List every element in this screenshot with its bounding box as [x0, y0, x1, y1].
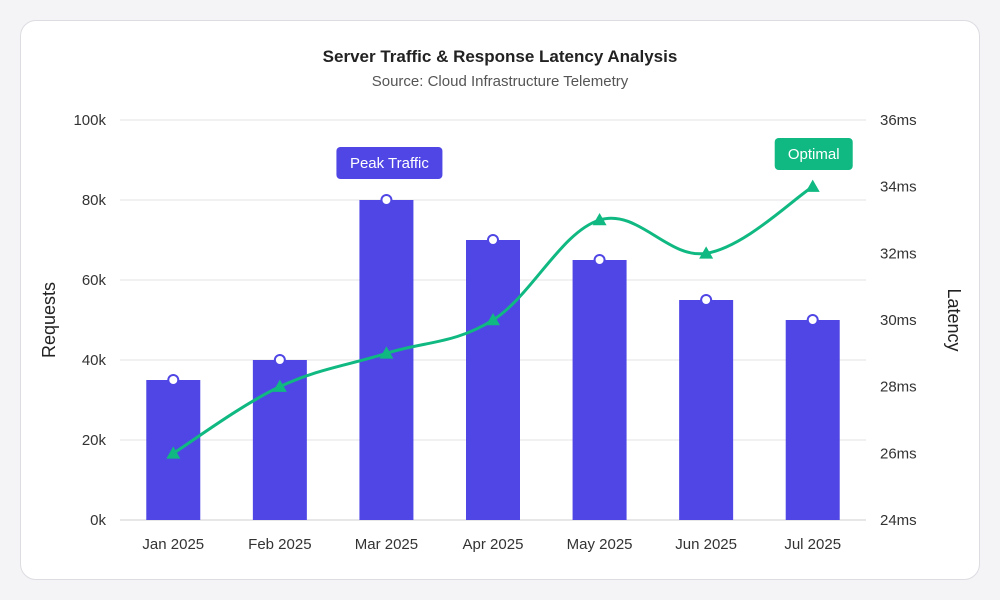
latency-point	[592, 213, 607, 226]
annotation-box	[774, 138, 853, 170]
bar-top-marker	[167, 374, 180, 386]
y-right-tick-label: 26ms	[880, 445, 917, 462]
bar	[572, 260, 627, 520]
y-left-axis-title: Requests	[39, 282, 59, 358]
y-left-tick-label: 0k	[90, 512, 106, 529]
y-right-tick-label: 24ms	[880, 512, 917, 529]
x-tick-label: Jun 2025	[675, 536, 737, 553]
bar	[785, 320, 840, 520]
latency-point	[272, 379, 287, 392]
latency-point	[699, 246, 714, 259]
bar-top-marker	[273, 354, 286, 366]
y-right-tick-label: 28ms	[880, 379, 917, 396]
x-tick-label: Mar 2025	[355, 536, 418, 553]
y-left-tick-label: 20k	[82, 432, 107, 449]
annotation-label: Peak Traffic	[350, 155, 429, 172]
x-tick-label: Jul 2025	[784, 536, 841, 553]
latency-point	[166, 446, 181, 459]
y-left-tick-label: 100k	[73, 112, 106, 129]
annotation-label: Optimal	[788, 146, 840, 163]
annotation-box	[336, 147, 443, 179]
latency-point	[486, 313, 500, 326]
y-right-tick-label: 36ms	[880, 112, 917, 129]
bar-top-marker	[700, 294, 713, 306]
bar-top-marker	[487, 234, 499, 246]
y-right-tick-label: 34ms	[880, 179, 917, 196]
x-tick-label: Feb 2025	[248, 536, 311, 553]
x-tick-label: Apr 2025	[463, 536, 524, 553]
latency-point	[379, 346, 394, 359]
chart-subtitle: Source: Cloud Infrastructure Telemetry	[371, 73, 629, 90]
bar	[466, 240, 520, 520]
bar-top-marker	[380, 194, 393, 206]
bar-top-marker	[593, 254, 606, 266]
y-right-axis-title: Latency	[944, 288, 964, 351]
bar-top-marker	[806, 314, 819, 326]
x-tick-label: May 2025	[567, 536, 633, 553]
y-left-tick-label: 60k	[82, 272, 107, 289]
y-right-tick-label: 32ms	[880, 245, 917, 262]
bar	[679, 300, 734, 520]
y-left-tick-label: 40k	[82, 352, 107, 369]
y-left-tick-label: 80k	[82, 192, 107, 209]
x-tick-label: Jan 2025	[142, 536, 204, 553]
latency-point	[805, 179, 820, 192]
chart-title: Server Traffic & Response Latency Analys…	[322, 47, 678, 66]
y-right-tick-label: 30ms	[880, 312, 917, 329]
